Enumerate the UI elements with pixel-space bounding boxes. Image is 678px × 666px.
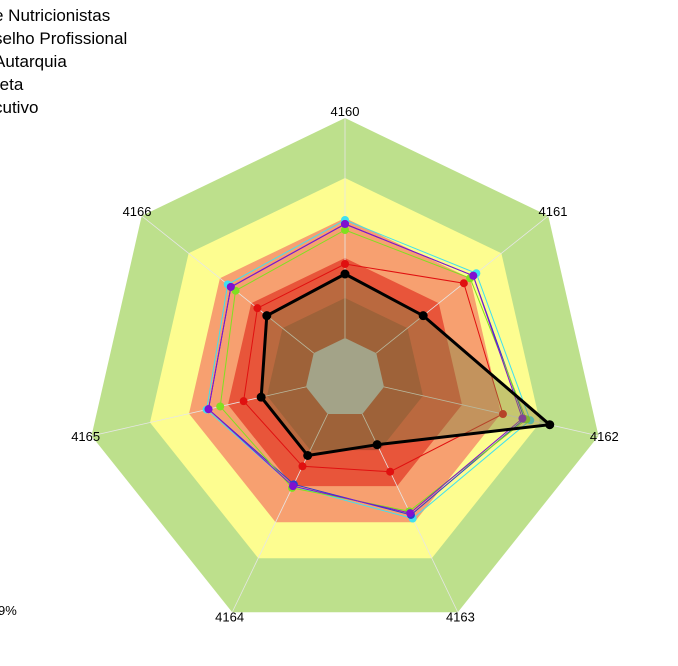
series-line-3: [243, 263, 504, 473]
series-3-point-4161: [459, 279, 468, 288]
series-3-point-4160: [341, 260, 349, 268]
axis-label-4164: 4164: [215, 610, 244, 625]
series-5-point-4166: [262, 311, 272, 321]
series-5-point-4164: [303, 450, 313, 460]
axis-label-4163: 4163: [446, 610, 475, 625]
legend-entry: reta: [0, 75, 24, 94]
radar-series: [202, 216, 555, 523]
legend-entry: cutivo: [0, 98, 39, 117]
series-5-point-4160: [340, 269, 350, 279]
spoke-4165: [91, 386, 307, 437]
axis-label-4160: 4160: [331, 104, 360, 119]
spoke-4162: [383, 386, 599, 437]
legend-entry: Autarquia: [0, 52, 67, 71]
series-4-point-4164: [288, 482, 297, 491]
series-3-point-4164: [298, 462, 307, 471]
spoke-4164: [231, 413, 329, 613]
series-2-point-4160: [341, 226, 349, 234]
series-4-point-4163: [406, 509, 415, 518]
axis-label-4162: 4162: [590, 429, 619, 444]
axis-label-4161: 4161: [539, 204, 568, 219]
series-3-point-4162: [498, 410, 507, 419]
band-0-20: [306, 338, 384, 414]
series-3-point-4166: [253, 304, 262, 313]
series-5-point-4161: [418, 311, 428, 321]
series-2-point-4165: [216, 402, 225, 411]
series-line-4: [207, 223, 523, 514]
axis-label-4165: 4165: [71, 429, 100, 444]
legend-entry: selho Profissional: [0, 29, 128, 48]
axis-label-4166: 4166: [123, 204, 152, 219]
series-4-point-4162: [518, 414, 527, 423]
series-4-point-4161: [469, 271, 478, 280]
series-3-point-4163: [386, 467, 395, 476]
series-line-0: [206, 219, 531, 520]
legend-entry: e Nutricionistas: [0, 6, 111, 25]
series-4-point-4166: [226, 282, 235, 291]
series-line-5: [259, 272, 554, 458]
series-3-point-4165: [239, 397, 248, 406]
legend: e Nutricionistas selho Profissional Auta…: [0, 4, 127, 119]
footnote-text: 9%: [0, 603, 17, 618]
series-5-point-4162: [545, 420, 555, 430]
series-4-point-4160: [341, 220, 349, 228]
series-5-point-4163: [372, 440, 382, 450]
axis-labels: 4160 4161 4162 4163 4164 4165 4166: [71, 104, 619, 625]
series-4-point-4165: [204, 405, 213, 414]
series-5-point-4165: [256, 392, 266, 402]
